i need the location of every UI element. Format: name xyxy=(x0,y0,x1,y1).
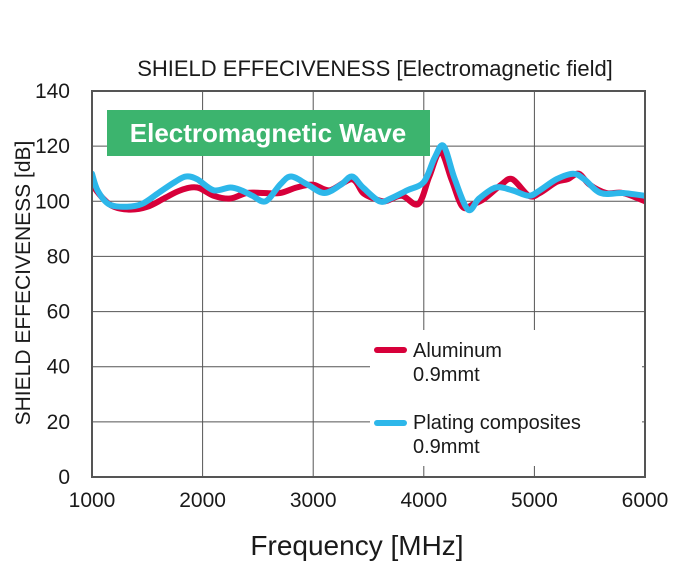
y-tick-label: 100 xyxy=(35,190,70,213)
badge-background xyxy=(107,110,430,156)
y-tick-label: 140 xyxy=(35,80,70,103)
x-tick-label: 5000 xyxy=(511,489,558,512)
chart-title: SHIELD EFFECIVENESS [Electromagnetic fie… xyxy=(137,56,613,81)
y-axis-label: SHIELD EFFECIVENESS [dB] xyxy=(12,141,35,426)
y-tick-label: 60 xyxy=(47,301,70,324)
plot-frame xyxy=(91,90,646,478)
badge-label: Electromagnetic Wave xyxy=(130,118,406,148)
y-tick-label: 20 xyxy=(47,411,70,434)
x-tick-label: 4000 xyxy=(400,489,447,512)
legend-label-aluminum: Aluminum xyxy=(413,340,502,362)
y-tick-labels: 0 20 40 60 80 100 120 140 xyxy=(35,80,70,489)
y-tick-label: 0 xyxy=(58,466,70,489)
y-tick-label: 120 xyxy=(35,135,70,158)
legend-label-plating: Plating composites xyxy=(413,412,581,434)
y-tick-label: 40 xyxy=(47,356,70,379)
x-axis-label: Frequency [MHz] xyxy=(250,530,463,561)
x-tick-label: 6000 xyxy=(622,489,669,512)
legend: Aluminum 0.9mmt Plating composites 0.9mm… xyxy=(370,330,642,466)
x-tick-label: 1000 xyxy=(69,489,116,512)
x-tick-label: 3000 xyxy=(290,489,337,512)
legend-background xyxy=(370,330,642,466)
x-tick-label: 2000 xyxy=(179,489,226,512)
legend-sub-plating: 0.9mmt xyxy=(413,436,480,458)
series-line-plating-composites xyxy=(92,142,645,214)
y-tick-label: 80 xyxy=(47,245,70,268)
series-layer xyxy=(92,142,645,214)
badge: Electromagnetic Wave xyxy=(107,110,430,156)
legend-sub-aluminum: 0.9mmt xyxy=(413,364,480,386)
x-tick-labels: 1000 2000 3000 4000 5000 6000 xyxy=(69,489,669,512)
